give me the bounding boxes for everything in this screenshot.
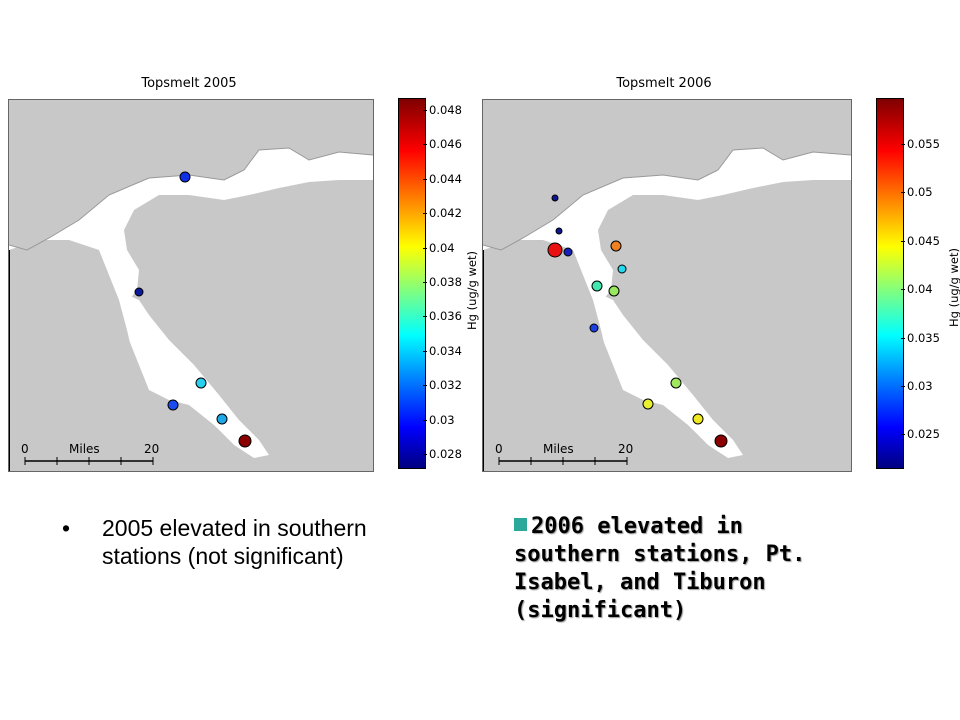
colorbar-tick-label: 0.035	[907, 330, 940, 345]
colorbar-tick-mark	[423, 247, 427, 249]
bay-water-north	[483, 100, 851, 305]
colorbar-tick-label: 0.04	[429, 240, 455, 255]
colorbar-tick-label: 0.055	[907, 137, 940, 151]
colorbar-tick-mark	[901, 192, 905, 194]
bay-water-south	[117, 290, 269, 458]
colorbar-tick-mark	[423, 213, 427, 215]
colorbar-tick-label: 0.042	[429, 206, 462, 221]
colorbar-tick-mark	[423, 316, 427, 318]
station-marker[interactable]	[547, 242, 563, 258]
scale-zero: 0	[21, 442, 29, 456]
station-marker[interactable]	[714, 434, 728, 448]
station-marker[interactable]	[195, 377, 207, 389]
scale-end: 20	[144, 442, 160, 456]
map-2005-panel: 0 Miles 20	[8, 99, 374, 472]
colorbar-tick-mark	[423, 350, 427, 352]
bay-water-south	[591, 290, 743, 458]
station-marker[interactable]	[555, 227, 563, 235]
colorbar-tick-mark	[423, 178, 427, 180]
peninsula-land	[9, 240, 249, 471]
map-2006-panel: 0 Miles 20	[482, 99, 852, 472]
colorbar-tick-label: 0.032	[429, 378, 462, 393]
colorbar-2005	[398, 98, 426, 469]
scale-label: Miles	[69, 442, 100, 456]
station-marker[interactable]	[610, 240, 622, 252]
station-marker[interactable]	[591, 280, 603, 292]
colorbar-tick-label: 0.046	[429, 137, 462, 152]
station-marker[interactable]	[167, 399, 179, 411]
bullet-square-icon	[514, 518, 527, 531]
colorbar-tick-label: 0.025	[907, 427, 940, 442]
colorbar-tick-mark	[901, 240, 905, 242]
colorbar-tick-mark	[423, 419, 427, 421]
colorbar-tick-label: 0.03	[907, 379, 933, 393]
colorbar-tick-mark	[901, 337, 905, 339]
bullet-2006: 2006 elevated in southern stations, Pt. …	[514, 513, 844, 625]
colorbar-2006-label: Hg (ug/g wet)	[947, 248, 960, 327]
colorbar-tick-label: 0.028	[429, 447, 462, 461]
station-marker[interactable]	[238, 434, 252, 448]
colorbar-tick-mark	[423, 144, 427, 146]
scale-end: 20	[618, 442, 634, 456]
colorbar-tick-label: 0.04	[907, 282, 933, 297]
station-marker[interactable]	[617, 264, 627, 274]
colorbar-tick-label: 0.034	[429, 343, 462, 358]
colorbar-tick-label: 0.03	[429, 412, 455, 427]
station-marker[interactable]	[134, 287, 144, 297]
colorbar-tick-mark	[901, 289, 905, 291]
station-marker[interactable]	[551, 194, 559, 202]
colorbar-tick-label: 0.048	[429, 103, 462, 117]
colorbar-tick-mark	[901, 386, 905, 387]
colorbar-tick-mark	[423, 282, 427, 283]
bullet-2006-text: 2006 elevated in southern stations, Pt. …	[514, 514, 806, 623]
map-2006-land-water	[483, 100, 851, 471]
colorbar-tick-mark	[901, 434, 905, 436]
scale-label: Miles	[543, 442, 574, 456]
station-marker[interactable]	[563, 247, 573, 257]
colorbar-2006	[876, 98, 904, 469]
colorbar-tick-mark	[423, 454, 427, 455]
coastline	[483, 147, 851, 251]
station-marker[interactable]	[692, 413, 704, 425]
station-marker[interactable]	[179, 171, 191, 183]
bullet-2005-text: 2005 elevated in southern stations (not …	[102, 515, 367, 569]
colorbar-tick-label: 0.045	[907, 233, 940, 248]
colorbar-tick-mark	[423, 385, 427, 387]
station-marker[interactable]	[642, 398, 654, 410]
colorbar-tick-mark	[423, 110, 427, 111]
station-marker[interactable]	[670, 377, 682, 389]
colorbar-tick-label: 0.036	[429, 309, 462, 324]
colorbar-2005-label: Hg (ug/g wet)	[465, 251, 479, 330]
map-2005-land-water	[9, 100, 373, 471]
map-2006-title: Topsmelt 2006	[616, 76, 712, 91]
station-marker[interactable]	[608, 285, 620, 297]
bullet-marker: •	[62, 515, 71, 541]
colorbar-tick-label: 0.05	[907, 185, 933, 200]
colorbar-tick-label: 0.044	[429, 171, 462, 186]
peninsula-land	[483, 240, 723, 471]
scale-zero: 0	[495, 442, 503, 456]
colorbar-tick-mark	[901, 144, 905, 145]
colorbar-tick-label: 0.038	[429, 275, 462, 289]
station-marker[interactable]	[589, 323, 599, 333]
coastline	[9, 147, 373, 251]
station-marker[interactable]	[216, 413, 228, 425]
map-2005-title: Topsmelt 2005	[141, 76, 237, 91]
